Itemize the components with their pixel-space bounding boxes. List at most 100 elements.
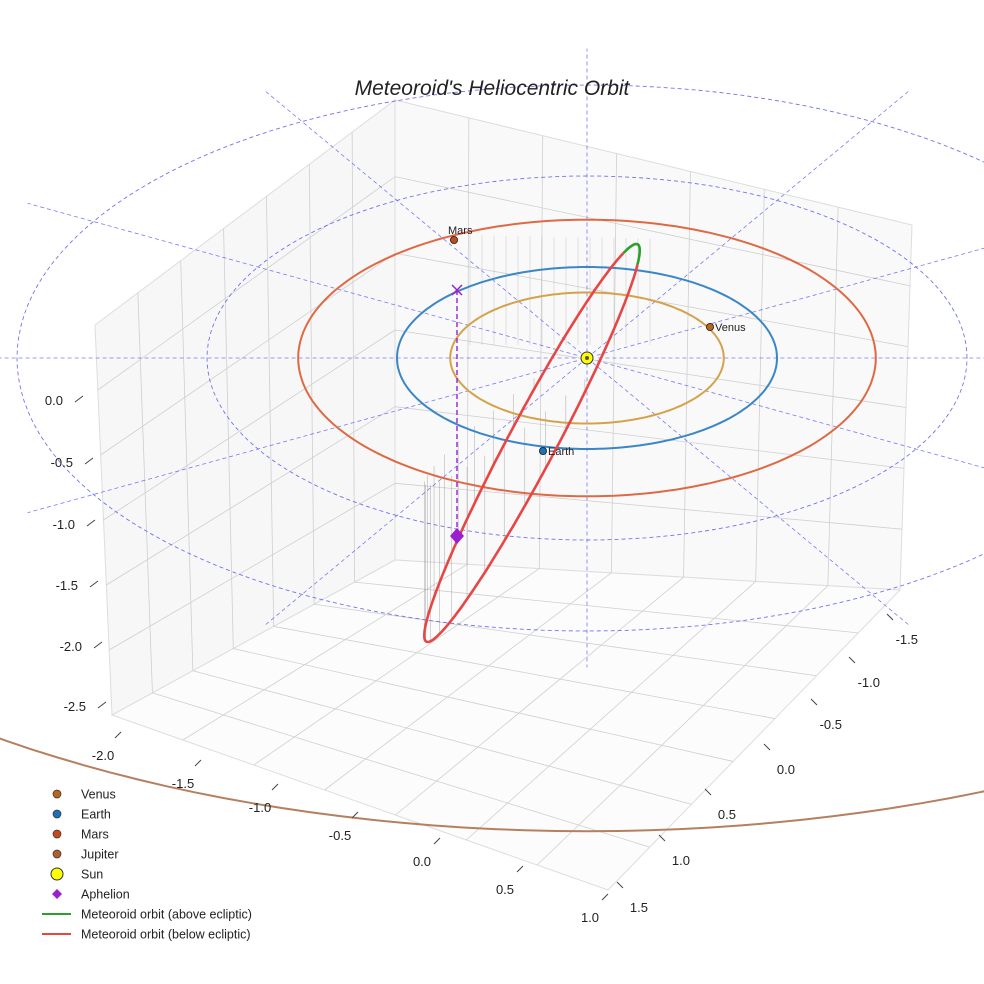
floor-grid-line xyxy=(466,581,756,841)
aphelion-projection-marker xyxy=(451,284,463,296)
back-grid-line xyxy=(394,329,907,408)
planet-orbits xyxy=(0,218,984,833)
legend-label: Venus xyxy=(81,788,116,802)
floor-grid-line xyxy=(233,648,734,762)
y-tick-label: 0.5 xyxy=(718,807,736,822)
floor-grid-line xyxy=(273,626,775,719)
tick-mark xyxy=(433,837,441,845)
venus-label: Venus xyxy=(715,322,746,334)
floor-grid-line xyxy=(152,692,650,848)
axes-panes xyxy=(94,99,913,891)
legend-marker xyxy=(52,849,62,859)
legend-label: Meteoroid orbit (above ecliptic) xyxy=(81,908,252,922)
earth-marker xyxy=(539,446,548,455)
y-tick-label: -0.5 xyxy=(820,717,842,732)
tick-mark xyxy=(516,865,524,873)
x-tick-label: -0.5 xyxy=(329,828,351,843)
z-tick-label: -1.5 xyxy=(56,578,78,593)
tick-mark xyxy=(89,580,99,588)
mars-orbit xyxy=(297,218,877,498)
floor-grid-line xyxy=(324,572,612,791)
y-tick-label: -1.5 xyxy=(896,632,918,647)
tick-mark xyxy=(848,656,856,664)
tick-mark xyxy=(704,788,712,796)
venus-orbit xyxy=(449,291,725,425)
legend-marker xyxy=(52,789,62,799)
mars-marker xyxy=(449,235,458,244)
legend-label: Aphelion xyxy=(81,888,130,902)
z-tick-label: -1.0 xyxy=(53,517,75,532)
ecliptic-spoke xyxy=(592,362,911,627)
tick-mark xyxy=(114,731,122,739)
tick-mark xyxy=(601,893,609,901)
side-grid-line xyxy=(97,176,396,391)
tick-mark xyxy=(351,811,359,819)
floor-grid-line xyxy=(253,568,540,766)
z-tick-label: -2.5 xyxy=(64,699,86,714)
tick-mark xyxy=(886,613,894,621)
mars-label: Mars xyxy=(448,225,473,237)
tick-mark xyxy=(271,783,279,791)
back-grid-line xyxy=(394,176,911,287)
tick-mark xyxy=(97,701,107,709)
floor-grid-line xyxy=(314,603,817,677)
legend-label: Earth xyxy=(81,808,111,822)
floor-grid-line xyxy=(354,581,859,634)
z-tick-label: -2.0 xyxy=(60,639,82,654)
floor-grid-line xyxy=(192,670,692,805)
x-tick-label: -2.0 xyxy=(92,748,114,763)
side-grid-line xyxy=(103,329,396,521)
side-grid-line xyxy=(108,482,396,651)
tick-mark xyxy=(84,457,94,465)
side-grid-line xyxy=(100,253,396,456)
floor-grid-line xyxy=(395,576,684,816)
legend: Venus Earth Mars Jupiter Sun Aphelion Meteoroi… xyxy=(42,788,252,942)
tick-mark xyxy=(658,834,666,842)
back-grid-line xyxy=(394,406,905,469)
ecliptic-spoke xyxy=(592,89,911,354)
x-tick-label: 1.0 xyxy=(581,910,599,925)
x-tick-label: -1.0 xyxy=(249,800,271,815)
x-tick-label: 0.5 xyxy=(496,882,514,897)
legend-label: Meteoroid orbit (below ecliptic) xyxy=(81,928,251,942)
aphelion-marker xyxy=(450,528,464,544)
tick-labels: -2.0 -1.5 -1.0 -0.5 0.0 0.5 1.0 -1.5 -1.0 -0.5 0.0… xyxy=(45,393,918,925)
meteoroid-orbit-above xyxy=(622,242,642,265)
legend-marker xyxy=(52,829,62,839)
tick-mark xyxy=(763,743,771,751)
y-tick-label: 1.0 xyxy=(672,853,690,868)
legend-marker xyxy=(52,809,62,819)
y-tick-label: 1.5 xyxy=(630,900,648,915)
y-tick-label: 0.0 xyxy=(777,762,795,777)
floor-grid-line xyxy=(182,563,468,741)
z-tick-label: 0.0 xyxy=(45,393,63,408)
ecliptic-spoke xyxy=(263,362,582,627)
ecliptic-spoke xyxy=(263,89,582,354)
legend-label: Mars xyxy=(81,828,109,842)
legend-marker xyxy=(50,867,64,881)
chart-title: Meteoroid's Heliocentric Orbit xyxy=(355,77,631,100)
legend-label: Sun xyxy=(81,868,103,882)
venus-marker xyxy=(706,322,715,331)
earth-label: Earth xyxy=(548,446,574,458)
x-tick-label: 0.0 xyxy=(413,854,431,869)
tick-mark xyxy=(810,698,818,706)
sun-center xyxy=(585,356,589,360)
y-tick-label: -1.0 xyxy=(858,675,880,690)
meteoroid-orbit-below xyxy=(422,252,639,644)
axes-grid xyxy=(97,117,911,866)
legend-marker xyxy=(52,889,62,899)
tick-mark xyxy=(74,395,84,403)
z-tick-label: -0.5 xyxy=(51,455,73,470)
floor-pane xyxy=(110,559,902,891)
drop-lines xyxy=(424,235,651,642)
side-grid-line xyxy=(106,406,396,586)
markers: Venus Earth Mars xyxy=(448,225,746,544)
earth-orbit xyxy=(395,266,778,450)
tick-mark xyxy=(86,519,96,527)
floor-grid-line xyxy=(536,585,829,866)
tick-mark xyxy=(194,759,202,767)
tick-mark xyxy=(616,881,624,889)
x-tick-label: -1.5 xyxy=(172,776,194,791)
